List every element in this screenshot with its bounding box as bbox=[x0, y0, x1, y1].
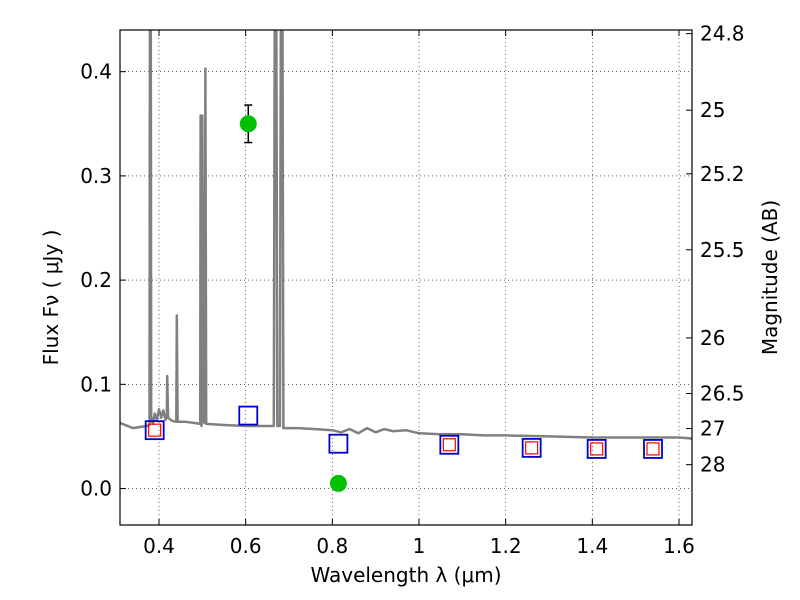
right-tick-label: 24.8 bbox=[700, 22, 745, 46]
x-tick-label: 0.4 bbox=[143, 534, 175, 558]
y-axis-label: Flux Fν ( μJy ) bbox=[39, 230, 63, 366]
x-axis-label: Wavelength λ (μm) bbox=[310, 563, 501, 587]
right-tick-label: 28 bbox=[700, 453, 725, 477]
model-spectrum-line bbox=[120, 30, 692, 440]
model-photometry-red-square bbox=[646, 442, 660, 456]
right-tick-label: 25.5 bbox=[700, 238, 745, 262]
model-photometry-red-square bbox=[148, 423, 162, 437]
observed-data-point bbox=[329, 474, 347, 492]
model-photometry-red-square bbox=[442, 438, 456, 452]
right-tick-label: 25.2 bbox=[700, 162, 745, 186]
right-tick-label: 25 bbox=[700, 98, 725, 122]
right-tick-label: 26.5 bbox=[700, 381, 745, 405]
x-tick-label: 0.8 bbox=[316, 534, 348, 558]
x-tick-label: 0.6 bbox=[230, 534, 262, 558]
x-tick-label: 1.4 bbox=[576, 534, 608, 558]
y-tick-label: 0.4 bbox=[80, 60, 112, 84]
y-tick-label: 0.3 bbox=[80, 164, 112, 188]
model-photometry-blue-square bbox=[238, 405, 259, 426]
observed-data-point bbox=[239, 115, 257, 133]
x-tick-label: 1.2 bbox=[490, 534, 522, 558]
model-photometry-blue-square bbox=[328, 433, 349, 454]
y-tick-label: 0.2 bbox=[80, 268, 112, 292]
right-tick-label: 27 bbox=[700, 417, 725, 441]
model-photometry-blue-square bbox=[521, 437, 542, 458]
model-photometry-blue-square bbox=[144, 420, 165, 441]
x-tick-label: 1 bbox=[413, 534, 426, 558]
axis-ticks: 0.4 0.6 0.8 1 1.2 1.4 1.6 0.0 0.1 0.2 0.3 0.4 24.8 25… bbox=[80, 22, 744, 558]
right-axis-label: Magnitude (AB) bbox=[758, 200, 782, 355]
y-tick-label: 0.0 bbox=[80, 477, 112, 501]
model-photometry-red-square bbox=[525, 441, 539, 455]
x-tick-label: 1.6 bbox=[663, 534, 695, 558]
plot-area bbox=[120, 30, 692, 492]
model-photometry-blue-square bbox=[643, 439, 663, 459]
model-photometry-blue-square bbox=[586, 439, 607, 459]
model-photometry-red-square bbox=[590, 442, 604, 456]
right-tick-label: 26 bbox=[700, 326, 725, 350]
y-tick-label: 0.1 bbox=[80, 372, 112, 396]
axes-frame bbox=[119, 29, 693, 526]
model-photometry-blue-square bbox=[439, 434, 460, 455]
